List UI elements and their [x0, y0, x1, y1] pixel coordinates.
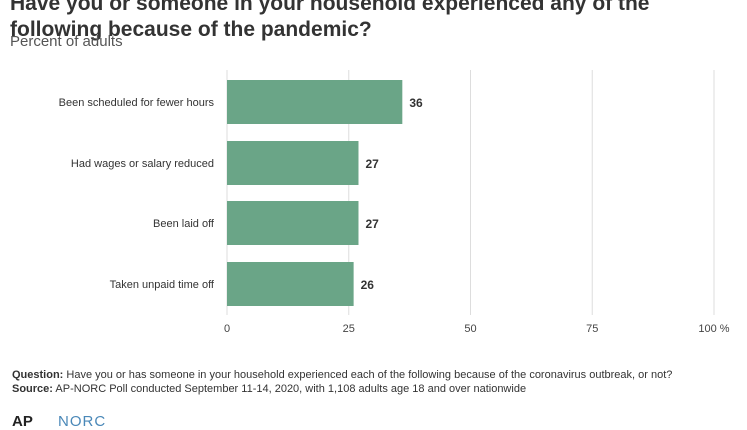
category-label: Been laid off [153, 218, 215, 230]
category-label: Taken unpaid time off [110, 279, 215, 291]
x-tick-label: 25 [343, 323, 355, 335]
value-label: 26 [361, 278, 375, 292]
x-tick-label: 75 [586, 323, 598, 335]
bar [227, 201, 359, 245]
category-label: Been scheduled for fewer hours [59, 97, 215, 109]
x-tick-label: 0 [224, 323, 230, 335]
ap-logo: AP [12, 413, 33, 430]
chart-footer: Question: Have you or has someone in you… [12, 368, 737, 396]
source-text: AP-NORC Poll conducted September 11-14, … [52, 383, 527, 395]
value-label: 27 [365, 157, 379, 171]
chart-title: Have you or someone in your household ex… [10, 0, 650, 41]
value-label: 27 [365, 217, 379, 231]
question-text: Have you or has someone in your househol… [63, 369, 673, 381]
bar [227, 141, 359, 185]
x-tick-label: 50 [464, 323, 476, 335]
value-labels: 36 27 27 26 [361, 96, 423, 292]
bar [227, 80, 403, 124]
source-note: Source: AP-NORC Poll conducted September… [12, 382, 737, 396]
bar [227, 262, 354, 306]
chart-subtitle: Percent of adults [10, 33, 123, 50]
source-label: Source: [12, 383, 53, 395]
value-label: 36 [409, 96, 423, 110]
category-labels: Been scheduled for fewer hours Had wages … [59, 97, 215, 291]
category-label: Had wages or salary reduced [71, 158, 214, 170]
bars [227, 80, 403, 306]
x-axis-ticks: 0 25 50 75 100 % [224, 323, 730, 335]
question-note: Question: Have you or has someone in you… [12, 368, 737, 382]
question-label: Question: [12, 369, 64, 381]
bar-chart: Been scheduled for fewer hours Had wages … [59, 70, 730, 335]
x-tick-label: 100 % [698, 323, 729, 335]
norc-logo: NORC [58, 413, 107, 430]
